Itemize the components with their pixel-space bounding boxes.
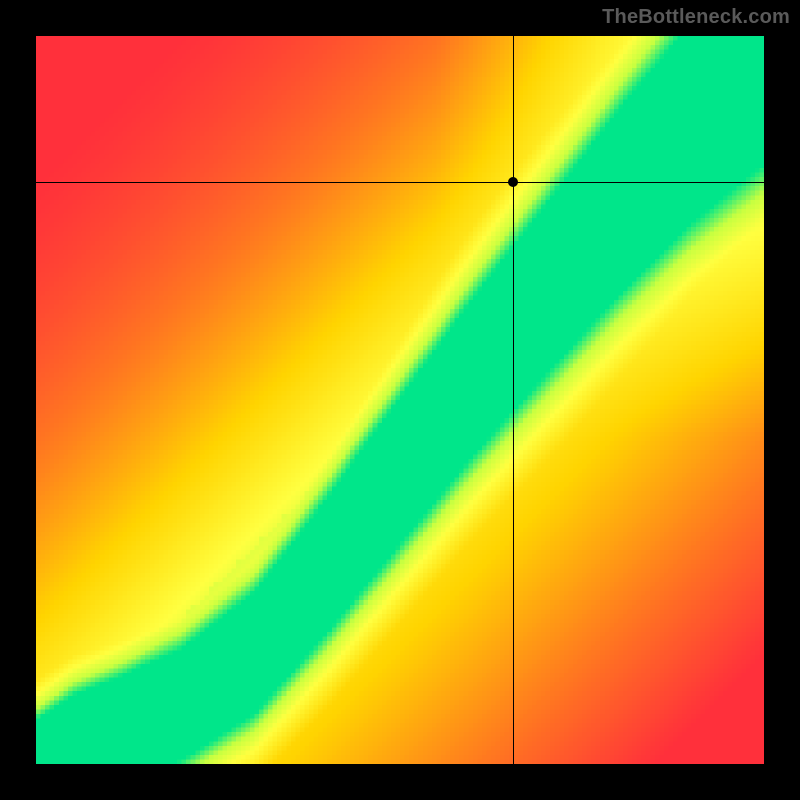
marker-dot [508, 177, 518, 187]
crosshair-vertical [513, 36, 514, 764]
bottleneck-heatmap [36, 36, 764, 764]
crosshair-horizontal [36, 182, 764, 183]
heatmap-canvas [36, 36, 764, 764]
watermark-text: TheBottleneck.com [602, 6, 790, 29]
